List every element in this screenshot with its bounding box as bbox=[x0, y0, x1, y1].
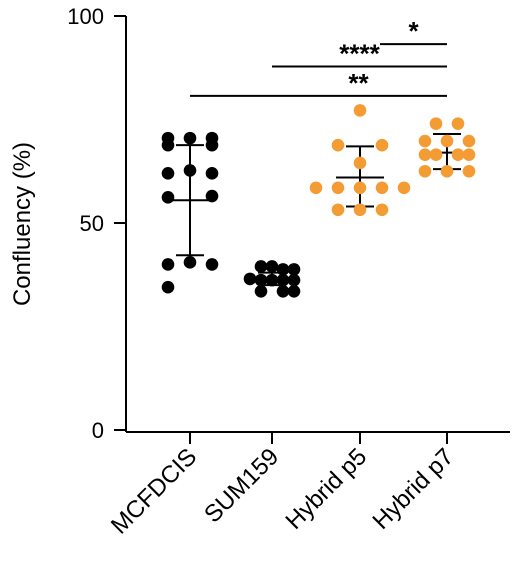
data-point bbox=[205, 167, 219, 180]
y-tick-label: 100 bbox=[67, 4, 104, 29]
data-point bbox=[183, 256, 197, 269]
data-point bbox=[418, 134, 432, 148]
data-point bbox=[161, 167, 175, 180]
data-point bbox=[287, 263, 301, 276]
data-point bbox=[331, 203, 345, 217]
data-point bbox=[451, 117, 465, 130]
data-point bbox=[397, 181, 411, 195]
significance-label: **** bbox=[339, 39, 380, 69]
y-tick-label: 0 bbox=[92, 418, 104, 443]
data-points bbox=[161, 104, 476, 298]
data-point bbox=[309, 181, 323, 195]
data-point bbox=[265, 273, 279, 287]
data-point bbox=[254, 260, 268, 273]
data-point bbox=[353, 156, 367, 170]
data-point bbox=[183, 131, 197, 145]
data-point bbox=[353, 203, 367, 217]
data-point bbox=[375, 138, 389, 152]
data-point bbox=[265, 260, 279, 273]
data-point bbox=[375, 203, 389, 217]
data-point bbox=[276, 263, 290, 276]
data-point bbox=[287, 273, 301, 287]
data-point bbox=[205, 189, 219, 203]
data-point bbox=[254, 285, 268, 298]
data-point bbox=[161, 280, 175, 294]
significance-label: ** bbox=[348, 68, 369, 98]
data-point bbox=[451, 148, 465, 161]
data-point bbox=[462, 134, 476, 148]
data-point bbox=[375, 181, 389, 195]
data-point bbox=[331, 181, 345, 195]
data-point bbox=[254, 273, 268, 287]
x-tick-label: SUM159 bbox=[199, 443, 284, 528]
data-point bbox=[276, 273, 290, 287]
data-point bbox=[353, 181, 367, 195]
data-point bbox=[205, 138, 219, 152]
data-point bbox=[243, 272, 257, 286]
x-tick-label: MCFDCIS bbox=[106, 443, 202, 539]
data-point bbox=[161, 258, 175, 271]
data-point bbox=[331, 138, 345, 152]
data-point bbox=[429, 148, 443, 161]
data-point bbox=[161, 191, 175, 204]
y-tick-label: 50 bbox=[80, 211, 104, 236]
significance-label: * bbox=[408, 16, 419, 46]
data-point bbox=[205, 258, 219, 271]
x-tick-label: Hybrid p5 bbox=[281, 443, 373, 535]
data-point bbox=[418, 148, 432, 161]
data-point bbox=[462, 164, 476, 178]
y-axis-ticks: 0 50 100 bbox=[67, 4, 126, 443]
significance-brackets: ******* bbox=[190, 16, 447, 98]
data-point bbox=[161, 138, 175, 152]
data-point bbox=[429, 117, 443, 130]
data-point bbox=[287, 285, 301, 298]
data-point bbox=[276, 285, 290, 298]
data-point bbox=[462, 148, 476, 161]
data-point bbox=[440, 134, 454, 148]
y-axis-label: Confluency (%) bbox=[9, 142, 36, 306]
data-point bbox=[418, 164, 432, 178]
data-point bbox=[353, 104, 367, 117]
x-tick-label: Hybrid p7 bbox=[368, 443, 460, 535]
data-point bbox=[183, 164, 197, 177]
data-point bbox=[440, 164, 454, 178]
